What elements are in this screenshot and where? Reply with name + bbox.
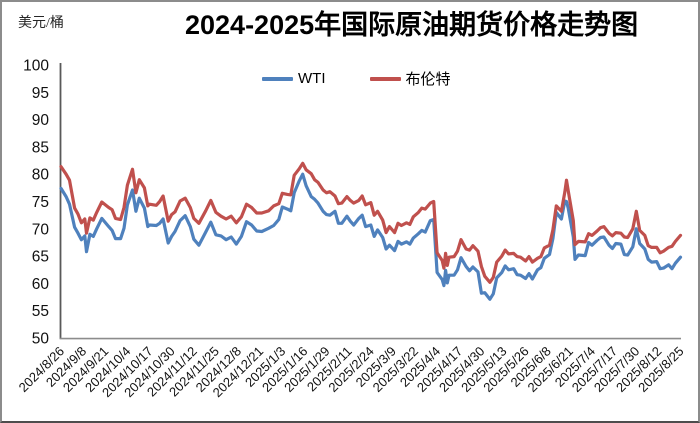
legend-label-brent: 布伦特	[405, 71, 451, 88]
brent-line-swatch	[369, 76, 401, 81]
legend-label-wti: WTI	[298, 70, 326, 87]
y-tick-label: 90	[32, 112, 50, 129]
legend-item-wti: WTI	[262, 70, 326, 87]
y-tick-label: 85	[32, 139, 49, 156]
y-tick-label: 95	[32, 85, 49, 102]
y-tick-label: 60	[32, 276, 50, 293]
chart-legend: WTI 布伦特	[262, 68, 451, 89]
y-tick-label: 50	[32, 331, 50, 348]
y-tick-label: 55	[32, 303, 49, 320]
wti-series-line	[59, 172, 683, 301]
y-tick-label: 70	[32, 221, 50, 238]
chart-title: 2024-2025年国际原油期货价格走势图	[185, 10, 639, 40]
brent-series-line	[59, 161, 683, 284]
y-tick-label: 100	[23, 58, 49, 75]
wti-line-swatch	[262, 76, 293, 81]
y-tick-label: 65	[32, 249, 49, 266]
y-axis-unit-label: 美元/桶	[18, 16, 64, 31]
y-tick-label: 80	[32, 167, 50, 184]
y-tick-label: 75	[32, 194, 49, 211]
legend-item-brent: 布伦特	[369, 68, 451, 89]
